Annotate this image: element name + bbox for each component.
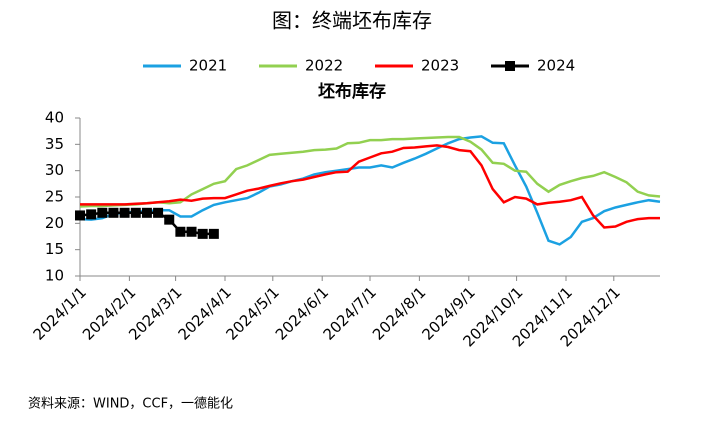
series-marker xyxy=(130,207,141,218)
series-marker xyxy=(175,226,186,237)
series-line xyxy=(79,135,661,208)
series-marker xyxy=(97,207,108,218)
source-note: 资料来源：WIND，CCF，一德能化 xyxy=(28,397,233,412)
series-marker xyxy=(153,207,164,218)
series-marker xyxy=(108,207,119,218)
y-tick-label: 35 xyxy=(45,135,64,153)
x-tick-label: 2024/7/1 xyxy=(320,283,380,343)
y-tick-label: 25 xyxy=(45,188,64,206)
x-tick-label: 2024/1/1 xyxy=(30,283,90,343)
y-tick-label: 30 xyxy=(45,161,64,179)
series-marker xyxy=(119,207,130,218)
series-marker xyxy=(186,226,197,237)
y-tick-label: 20 xyxy=(45,214,64,232)
x-tick-label: 2024/8/1 xyxy=(369,283,429,343)
series-line xyxy=(79,135,661,246)
series-line xyxy=(80,144,660,229)
y-tick-label: 15 xyxy=(45,240,64,258)
legend-label: 2021 xyxy=(189,57,227,75)
chart-title: 图：终端坯布库存 xyxy=(272,9,432,33)
legend-label: 2024 xyxy=(537,57,575,75)
legend-label: 2022 xyxy=(305,57,343,75)
legend-label: 2023 xyxy=(421,57,459,75)
x-tick-label: 2024/5/1 xyxy=(222,283,282,343)
chart-subtitle: 坯布库存 xyxy=(318,81,386,102)
y-tick-label: 40 xyxy=(45,109,64,127)
series-marker xyxy=(208,228,219,239)
series-marker xyxy=(141,207,152,218)
series-marker xyxy=(75,210,85,221)
series-marker xyxy=(164,214,175,225)
series-marker xyxy=(86,209,97,220)
series-marker xyxy=(197,228,208,239)
y-tick-label: 10 xyxy=(45,267,64,285)
legend-marker xyxy=(505,61,515,71)
